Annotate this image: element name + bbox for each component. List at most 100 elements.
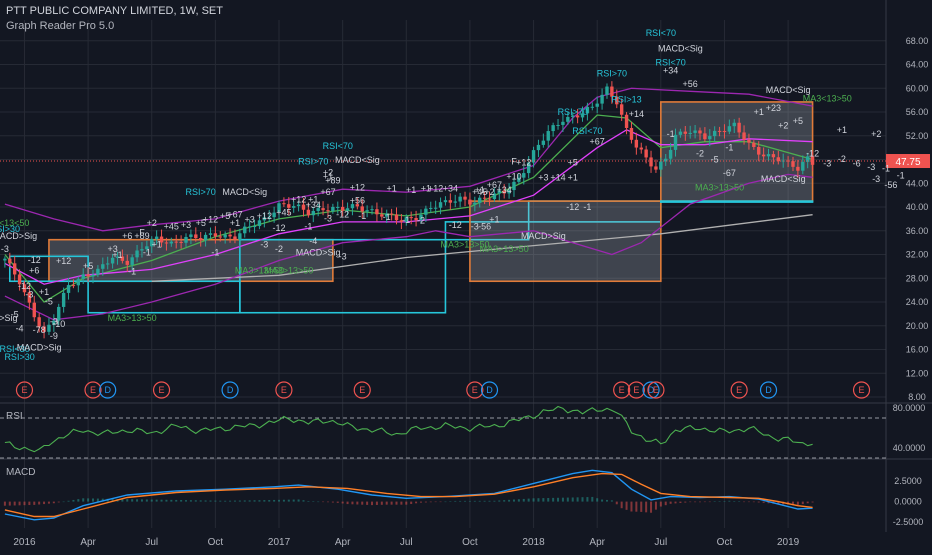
x-tick-label: Jul	[654, 537, 667, 548]
macd-y-tick-label: 2.5000	[894, 476, 922, 486]
event-marker-label: E	[472, 385, 478, 395]
macd-histogram-bar	[96, 498, 99, 502]
signal-annotation: MA3<13<50	[0, 218, 29, 228]
signal-annotation: +45	[164, 222, 179, 232]
macd-histogram-bar	[375, 501, 378, 505]
candle-body	[478, 197, 482, 203]
signal-annotation: MA3>13>50	[441, 239, 490, 249]
signal-annotation: -3	[260, 239, 268, 249]
candle-body	[404, 217, 408, 222]
candle-body	[345, 208, 350, 211]
x-tick-label: Oct	[717, 537, 733, 548]
signal-annotation: RSI<70	[646, 28, 676, 38]
macd-histogram-bar	[18, 501, 21, 506]
candle-body	[154, 236, 159, 240]
candle-body	[703, 133, 707, 140]
signal-annotation: MACD>Sig	[296, 248, 341, 258]
candle-body	[580, 113, 585, 118]
candle-body	[659, 161, 663, 170]
candle-body	[742, 132, 746, 140]
macd-histogram-bar	[801, 501, 804, 505]
candle-body	[473, 202, 477, 205]
x-tick-label: Apr	[80, 537, 96, 548]
macd-histogram-bar	[718, 501, 721, 502]
signal-annotation: -2	[275, 244, 283, 254]
macd-histogram-bar	[444, 501, 447, 503]
signal-annotation: -3	[339, 251, 347, 261]
macd-histogram-bar	[713, 501, 716, 502]
signal-annotation: -12	[449, 220, 462, 230]
macd-histogram-bar	[596, 498, 599, 502]
macd-histogram-bar	[33, 501, 36, 505]
x-tick-label: Apr	[589, 537, 605, 548]
macd-histogram-bar	[214, 500, 217, 502]
candle-body	[776, 157, 781, 162]
signal-annotation: -3	[50, 317, 58, 327]
signal-annotation: -12	[18, 281, 31, 291]
signal-annotation: -5	[11, 309, 19, 319]
range-box	[87, 280, 241, 314]
macd-histogram-bar	[287, 499, 290, 502]
event-marker-label: D	[104, 385, 111, 395]
candle-body	[673, 134, 678, 150]
candle-body	[624, 114, 629, 128]
signal-annotation: +6	[29, 266, 39, 276]
macd-histogram-bar	[679, 501, 682, 503]
macd-histogram-bar	[28, 501, 31, 506]
candle-body	[752, 142, 756, 147]
earnings-event-marker	[15, 381, 34, 399]
candle-body	[321, 208, 325, 211]
x-tick-label: Jul	[145, 537, 158, 548]
macd-histogram-bar	[13, 501, 16, 506]
macd-histogram-bar	[635, 501, 638, 512]
signal-annotation: -2	[417, 216, 425, 226]
signal-annotation: +67	[320, 187, 335, 197]
candle-body	[629, 127, 634, 140]
candle-body	[130, 257, 134, 265]
candle-body	[747, 139, 751, 143]
candle-body	[57, 306, 61, 321]
x-tick-label: 2018	[522, 537, 545, 548]
signal-annotation: -12	[336, 210, 349, 220]
candle-body	[771, 154, 776, 158]
candle-body	[468, 199, 472, 205]
macd-histogram-bar	[356, 501, 359, 505]
candle-body	[296, 204, 301, 207]
signal-annotation: -56	[478, 222, 491, 232]
candle-body	[375, 209, 379, 215]
macd-histogram-bar	[346, 501, 349, 505]
macd-histogram-bar	[126, 499, 129, 502]
candle-body	[12, 263, 17, 275]
candle-body	[22, 284, 27, 293]
macd-histogram-bar	[185, 500, 188, 502]
candle-body	[350, 204, 355, 209]
signal-annotation: -3	[324, 213, 332, 223]
macd-histogram-bar	[512, 499, 515, 502]
signal-annotation: +45	[472, 187, 487, 197]
candle-body	[737, 122, 741, 133]
candle-body	[228, 234, 232, 237]
candle-body	[727, 126, 732, 132]
candle-body	[497, 190, 501, 194]
macd-histogram-bar	[390, 501, 393, 505]
macd-histogram-bar	[317, 501, 320, 503]
candle-body	[507, 190, 511, 194]
candle-body	[326, 210, 330, 212]
candle-body	[3, 258, 7, 261]
candle-body	[551, 125, 555, 132]
candle-body	[52, 320, 56, 325]
macd-histogram-bar	[517, 499, 520, 502]
signal-annotation: +1	[754, 107, 764, 117]
macd-histogram-bar	[698, 501, 701, 503]
signal-annotation: -3	[25, 289, 33, 299]
signal-annotation: +2	[323, 168, 333, 178]
macd-histogram-bar	[229, 500, 232, 502]
signal-annotation: +14	[550, 172, 565, 182]
candle-body	[135, 250, 139, 258]
macd-histogram-bar	[468, 500, 471, 502]
candle-body	[316, 208, 320, 211]
signal-annotation: +5	[220, 211, 230, 221]
earnings-event-marker	[647, 381, 665, 399]
